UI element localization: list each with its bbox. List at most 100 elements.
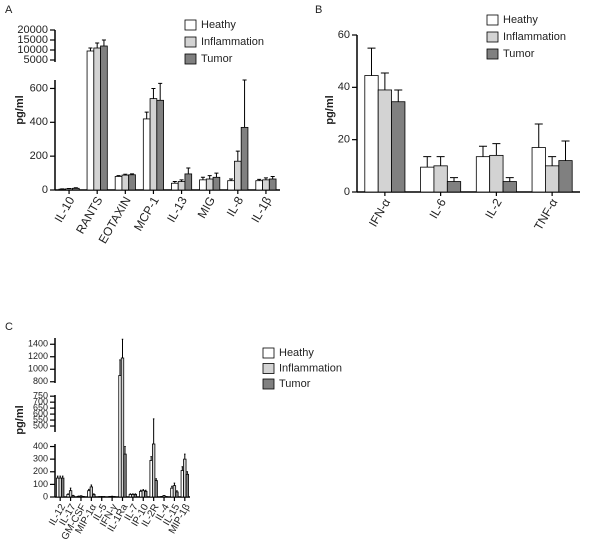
panel-label: B — [315, 4, 322, 16]
legend-swatch — [486, 14, 499, 26]
y-tick-label: 700 — [33, 397, 48, 407]
error-bar — [145, 489, 147, 492]
x-tick-label: MCP-1 — [131, 194, 162, 234]
legend-swatch — [184, 53, 197, 65]
bar — [61, 477, 65, 498]
x-tick-label: IL-1β — [248, 194, 274, 225]
legend-swatch — [184, 19, 197, 31]
error-bar — [93, 493, 95, 495]
error-bar — [548, 156, 557, 166]
error-bar — [478, 145, 488, 157]
chart-panel: Bpg/ml 0 20 40 60 IFN-α IL-6 IL-2 TNF-α Heathy Inf… — [315, 4, 580, 233]
y-tick-label: 400 — [30, 116, 48, 128]
y-tick-label: 10000 — [17, 44, 48, 56]
error-bar — [132, 493, 134, 495]
error-bar — [179, 179, 184, 182]
error-bar — [184, 453, 186, 460]
bar — [234, 160, 242, 191]
legend-label: Tumor — [503, 48, 535, 60]
bar — [144, 490, 148, 498]
error-bar — [172, 181, 177, 184]
bar — [262, 179, 270, 191]
error-bar — [140, 489, 142, 492]
x-tick-label: IL-10 — [52, 194, 78, 225]
error-bar — [492, 143, 501, 156]
error-bar — [124, 446, 126, 455]
error-bar — [121, 338, 124, 358]
y-tick-label: 1000 — [28, 364, 48, 374]
y-tick-label: 20000 — [17, 24, 48, 36]
error-bar — [129, 493, 132, 495]
legend-label: Heathy — [279, 347, 314, 359]
legend-swatch — [262, 378, 275, 390]
bar — [133, 494, 138, 498]
y-tick-label: 650 — [33, 403, 48, 413]
error-bar — [123, 173, 128, 176]
error-bar — [207, 175, 212, 179]
bar — [502, 181, 517, 193]
error-bar — [67, 493, 69, 495]
error-bar — [152, 418, 155, 444]
y-tick-label: 600 — [30, 82, 48, 94]
bar — [212, 176, 221, 191]
y-tick-label: 600 — [33, 408, 48, 418]
error-bar — [150, 456, 152, 461]
error-bar — [73, 187, 78, 189]
y-tick-label: 200 — [30, 150, 48, 162]
error-bar — [229, 178, 234, 181]
error-bar — [116, 175, 121, 177]
y-tick-label: 0 — [43, 491, 48, 501]
error-bar — [171, 485, 173, 489]
legend-label: Heathy — [503, 14, 538, 26]
bar — [65, 188, 73, 191]
panel-label: A — [5, 4, 13, 16]
y-tick-label: 5000 — [24, 54, 48, 66]
x-tick-label: IL-6 — [427, 196, 450, 221]
bar — [114, 176, 123, 191]
y-tick-label: 40 — [338, 81, 350, 93]
bar — [184, 173, 193, 191]
error-bar — [176, 490, 178, 492]
error-bar — [436, 156, 445, 166]
error-bar — [270, 175, 275, 179]
bar — [240, 126, 249, 191]
bar — [185, 473, 189, 498]
bar — [154, 480, 158, 498]
legend-swatch — [486, 48, 499, 60]
bar — [446, 181, 462, 193]
y-tick-label: 750 — [33, 391, 48, 401]
bar — [86, 50, 95, 191]
bar — [92, 494, 96, 498]
legend-label: Heathy — [201, 19, 236, 31]
error-bar — [56, 475, 59, 479]
y-tick-label: 0 — [42, 184, 48, 196]
bar — [475, 156, 491, 193]
y-tick-label: 1200 — [28, 351, 48, 361]
y-tick-label: 500 — [33, 420, 48, 430]
bar — [93, 47, 101, 191]
error-bar — [119, 359, 121, 376]
x-tick-label: MIG — [195, 194, 218, 221]
bar — [489, 154, 504, 193]
bar — [156, 99, 164, 191]
y-tick-label: 60 — [338, 29, 350, 41]
bar — [433, 165, 448, 193]
bar — [100, 45, 108, 191]
y-tick-label: 1400 — [28, 339, 48, 349]
error-bar — [235, 150, 240, 162]
bar — [123, 453, 127, 498]
legend-label: Tumor — [201, 53, 233, 65]
error-bar — [449, 177, 459, 182]
x-tick-label: IFN-α — [366, 196, 393, 229]
bar — [268, 178, 277, 191]
error-bar — [95, 42, 100, 48]
x-tick-label: TNF-α — [531, 196, 560, 233]
y-tick-label: 550 — [33, 414, 48, 424]
bar — [71, 495, 75, 498]
error-bar — [59, 475, 61, 479]
error-bar — [130, 173, 135, 175]
error-bar — [186, 167, 191, 174]
y-tick-label: 400 — [33, 441, 48, 451]
